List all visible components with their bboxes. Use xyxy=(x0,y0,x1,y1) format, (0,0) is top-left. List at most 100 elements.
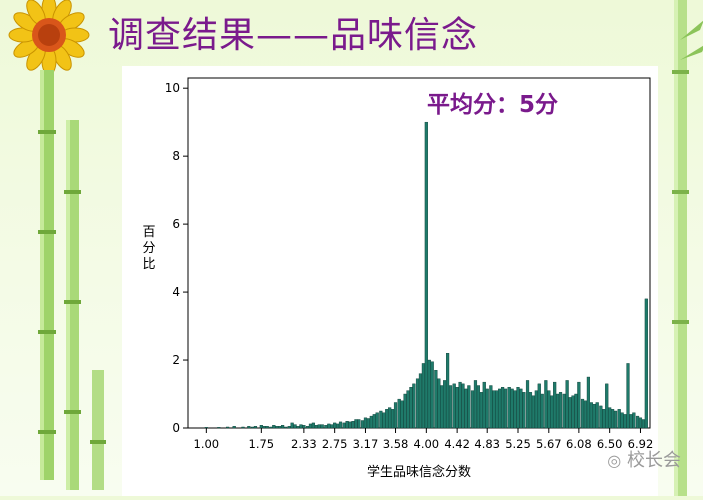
histogram-bar xyxy=(434,370,438,429)
y-axis-label-char: 比 xyxy=(142,257,155,272)
histogram-bar xyxy=(574,393,578,429)
histogram-bar xyxy=(314,425,318,429)
histogram-bar xyxy=(611,409,615,429)
x-tick-label: 3.17 xyxy=(353,437,379,451)
histogram-bar xyxy=(565,380,569,429)
histogram-bar xyxy=(204,427,208,429)
histogram-bar xyxy=(516,387,520,429)
histogram-bar xyxy=(379,410,383,429)
histogram-bar xyxy=(418,373,423,429)
histogram-bar xyxy=(583,400,588,429)
histogram-bar xyxy=(320,424,324,429)
histogram-bar xyxy=(293,424,297,429)
histogram-bar xyxy=(369,415,373,429)
histogram-bar xyxy=(553,381,557,429)
x-tick-label: 4.83 xyxy=(474,437,500,451)
histogram-bar xyxy=(424,121,428,429)
histogram-bar xyxy=(336,423,340,429)
histogram-bar xyxy=(531,395,536,429)
histogram-bar xyxy=(308,423,313,429)
y-axis-label-char: 百 xyxy=(142,225,155,240)
x-tick-label: 5.25 xyxy=(505,437,531,451)
histogram-bar xyxy=(333,422,337,429)
histogram-bar xyxy=(507,387,511,429)
histogram-bar xyxy=(580,398,585,429)
histogram-bar xyxy=(443,380,447,429)
histogram-bar xyxy=(550,395,554,429)
histogram-bar xyxy=(366,418,370,429)
histogram-bar xyxy=(562,393,566,429)
histogram-bar xyxy=(324,425,328,429)
histogram-bar xyxy=(458,381,462,429)
slide-title: 调查结果——品味信念 xyxy=(108,15,479,56)
histogram-bar xyxy=(608,407,612,429)
histogram-bar xyxy=(232,426,236,429)
histogram-bar xyxy=(568,397,572,429)
histogram-bar xyxy=(617,409,621,429)
histogram-bar xyxy=(290,422,294,429)
histogram-bar xyxy=(281,425,285,429)
histogram-bar xyxy=(455,387,459,429)
histogram-bar xyxy=(556,393,560,429)
histogram-bar xyxy=(503,388,508,429)
x-tick-label: 1.75 xyxy=(249,437,275,451)
histogram-bar xyxy=(571,395,575,429)
y-tick-label: 0 xyxy=(172,421,180,435)
histogram-bar xyxy=(482,381,486,429)
histogram-bar xyxy=(388,407,392,429)
histogram-bar xyxy=(641,419,646,429)
y-tick-label: 4 xyxy=(172,285,180,299)
histogram-bar xyxy=(501,387,505,429)
histogram-bar xyxy=(391,409,395,429)
histogram-bar xyxy=(577,381,581,429)
y-axis-label: 百分比 xyxy=(142,225,155,272)
histogram-bar xyxy=(510,388,514,429)
histogram-bar xyxy=(626,363,630,429)
histogram-bar xyxy=(283,426,288,429)
wechat-icon: ◎ xyxy=(607,451,622,470)
histogram-bar xyxy=(403,393,407,429)
x-tick-label: 5.67 xyxy=(536,437,562,451)
histogram-bar xyxy=(278,426,282,429)
histogram-bar xyxy=(525,380,530,429)
histogram-bar xyxy=(613,410,618,429)
histogram-bar xyxy=(330,424,334,429)
histogram-bar xyxy=(476,385,481,429)
histogram-bar xyxy=(602,409,606,429)
histogram-bar xyxy=(393,402,398,429)
histogram-bar xyxy=(348,421,352,429)
histogram-bar xyxy=(269,426,273,429)
x-tick-label: 1.00 xyxy=(194,437,220,451)
histogram-bar xyxy=(629,414,633,429)
histogram-bar xyxy=(305,426,310,429)
histogram-bar xyxy=(644,298,648,429)
watermark: ◎ 校长会 xyxy=(607,446,681,472)
histogram-bar xyxy=(360,420,365,429)
histogram-bar xyxy=(427,359,431,429)
histogram-bar xyxy=(400,400,404,429)
histogram-bar xyxy=(513,390,517,429)
histogram-bar xyxy=(217,427,221,429)
histogram-bar xyxy=(495,390,499,429)
histogram-bar xyxy=(519,388,523,429)
histogram-bar xyxy=(397,398,401,429)
y-tick-label: 10 xyxy=(165,81,180,95)
histogram-bar xyxy=(544,380,548,429)
x-tick-label: 4.00 xyxy=(414,437,440,451)
histogram-bar xyxy=(440,385,444,429)
y-tick-label: 8 xyxy=(172,149,180,163)
histogram-bar xyxy=(461,383,465,429)
histogram-bar xyxy=(412,383,416,429)
bamboo-stalks-right xyxy=(672,0,703,496)
histogram-bar xyxy=(592,404,596,429)
histogram-bar xyxy=(327,423,331,429)
y-tick-label: 6 xyxy=(172,217,180,231)
histogram-bar xyxy=(372,414,376,429)
histogram-bar xyxy=(605,383,609,429)
histogram-bar xyxy=(635,415,640,429)
histogram-bar xyxy=(452,383,456,429)
histogram-bar xyxy=(262,426,266,429)
histogram-bar xyxy=(259,425,263,429)
histogram-bar xyxy=(492,390,496,429)
histogram-bar xyxy=(498,388,502,429)
